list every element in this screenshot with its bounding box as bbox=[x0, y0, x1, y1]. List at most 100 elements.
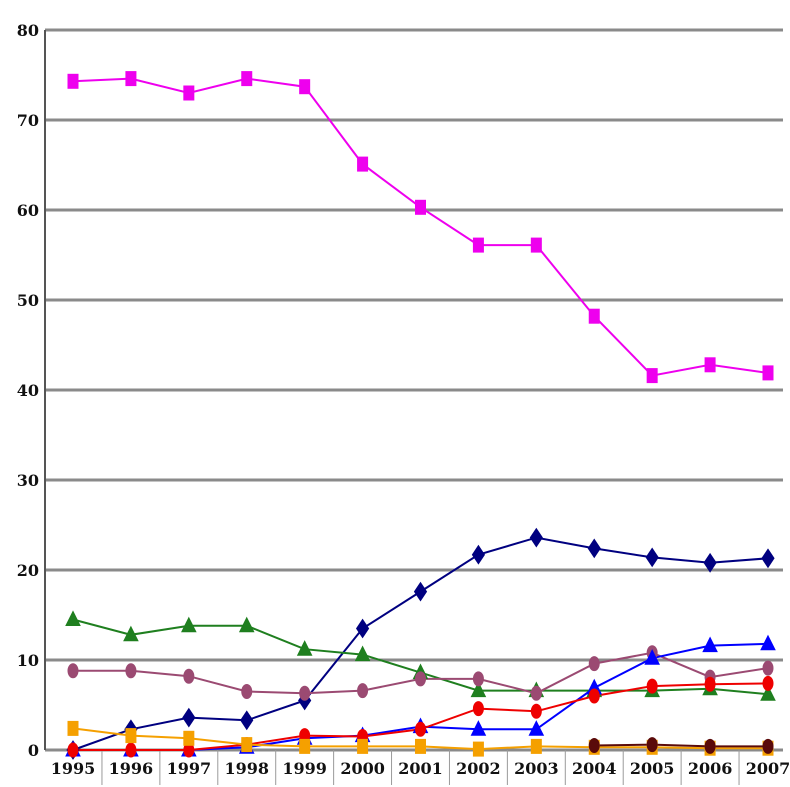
circle-marker bbox=[125, 742, 137, 758]
square-marker bbox=[472, 741, 484, 757]
circle-marker bbox=[241, 684, 253, 699]
square-marker bbox=[704, 357, 716, 373]
circle-marker bbox=[704, 676, 716, 692]
square-marker bbox=[241, 71, 253, 87]
square-marker bbox=[183, 85, 195, 101]
y-tick-labels: 0 10 20 30 40 50 60 70 80 bbox=[17, 21, 39, 760]
circle-marker bbox=[415, 721, 426, 737]
square-marker bbox=[357, 738, 369, 754]
circle-marker bbox=[646, 737, 658, 753]
x-tick-label: 1996 bbox=[109, 759, 154, 778]
x-tick-labels: 1995 1996 1997 1998 1999 2000 2001 2002 2003 2004… bbox=[51, 759, 790, 778]
square-marker bbox=[241, 737, 253, 753]
triangle-marker bbox=[528, 720, 545, 736]
y-tick-label: 70 bbox=[17, 111, 39, 130]
y-tick-label: 60 bbox=[17, 201, 39, 220]
triangle-marker bbox=[181, 616, 197, 633]
square-marker bbox=[530, 237, 542, 253]
circle-marker bbox=[125, 663, 137, 679]
x-tick-label: 2004 bbox=[572, 759, 617, 778]
square-marker bbox=[646, 368, 658, 384]
square-marker bbox=[125, 728, 137, 744]
y-tick-label: 50 bbox=[17, 291, 39, 310]
triangle-marker bbox=[238, 616, 255, 633]
axes bbox=[44, 30, 740, 785]
gridlines bbox=[45, 28, 783, 752]
circle-marker bbox=[762, 660, 774, 676]
square-marker bbox=[415, 738, 426, 754]
diamond-marker bbox=[240, 710, 254, 731]
square-marker bbox=[588, 308, 600, 324]
circle-marker bbox=[415, 671, 426, 687]
circle-marker bbox=[646, 678, 658, 694]
square-marker bbox=[762, 365, 774, 381]
y-tick-label: 20 bbox=[17, 561, 39, 580]
circle-marker bbox=[530, 685, 542, 701]
series-lines bbox=[72, 77, 769, 751]
series-line-8 bbox=[594, 743, 768, 748]
y-tick-label: 40 bbox=[17, 381, 39, 400]
circle-marker bbox=[762, 738, 774, 754]
circle-marker bbox=[762, 675, 774, 691]
diamond-marker bbox=[645, 547, 659, 568]
y-tick-label: 0 bbox=[28, 741, 39, 760]
circle-marker bbox=[588, 688, 600, 704]
triangle-marker bbox=[702, 636, 718, 653]
y-tick-label: 10 bbox=[17, 651, 39, 670]
diamond-marker bbox=[703, 552, 717, 573]
circle-marker bbox=[530, 703, 542, 719]
square-marker bbox=[299, 738, 311, 754]
triangle-marker bbox=[644, 649, 660, 665]
y-tick-label: 30 bbox=[17, 471, 39, 490]
diamond-marker bbox=[355, 618, 370, 639]
triangle-marker bbox=[470, 720, 487, 736]
triangle-marker bbox=[760, 685, 776, 701]
square-marker bbox=[299, 79, 311, 95]
x-tick-label: 2001 bbox=[398, 759, 443, 778]
square-marker bbox=[67, 720, 79, 736]
square-marker bbox=[125, 71, 137, 87]
triangle-marker bbox=[470, 681, 487, 698]
x-tick-label: 1995 bbox=[51, 759, 96, 778]
diamond-marker bbox=[413, 581, 428, 602]
triangle-marker bbox=[296, 640, 313, 656]
circle-marker bbox=[357, 683, 369, 699]
diamond-marker bbox=[761, 548, 775, 569]
x-tick-label: 1999 bbox=[282, 759, 327, 778]
triangle-marker bbox=[65, 610, 81, 626]
circle-marker bbox=[299, 685, 311, 701]
square-marker bbox=[530, 738, 542, 754]
x-tick-label: 2000 bbox=[340, 759, 385, 778]
circle-marker bbox=[183, 668, 195, 684]
square-marker bbox=[357, 156, 369, 172]
square-marker bbox=[472, 237, 484, 253]
circle-marker bbox=[472, 671, 484, 687]
x-tick-label: 2002 bbox=[456, 759, 501, 778]
series-markers bbox=[65, 71, 776, 760]
circle-marker bbox=[588, 738, 600, 753]
x-tick-label: 1998 bbox=[224, 759, 269, 778]
x-tick-label: 2007 bbox=[746, 759, 790, 778]
diamond-marker bbox=[182, 707, 196, 728]
diamond-marker bbox=[587, 538, 601, 559]
x-tick-label: 2003 bbox=[514, 759, 559, 778]
triangle-marker bbox=[123, 625, 139, 642]
square-marker bbox=[415, 199, 426, 215]
circle-marker bbox=[67, 663, 79, 679]
x-tick-label: 1997 bbox=[167, 759, 212, 778]
circle-marker bbox=[67, 742, 79, 758]
circle-marker bbox=[704, 738, 716, 754]
x-tick-label: 2005 bbox=[630, 759, 675, 778]
x-tick-label: 2006 bbox=[688, 759, 733, 778]
series-line-1 bbox=[72, 77, 769, 377]
square-marker bbox=[67, 73, 79, 89]
y-tick-label: 80 bbox=[17, 21, 39, 40]
triangle-marker bbox=[760, 634, 776, 651]
circle-marker bbox=[588, 656, 600, 672]
circle-marker bbox=[472, 701, 484, 717]
triangle-marker bbox=[354, 645, 371, 662]
diamond-marker bbox=[529, 527, 543, 548]
square-marker bbox=[183, 730, 195, 746]
